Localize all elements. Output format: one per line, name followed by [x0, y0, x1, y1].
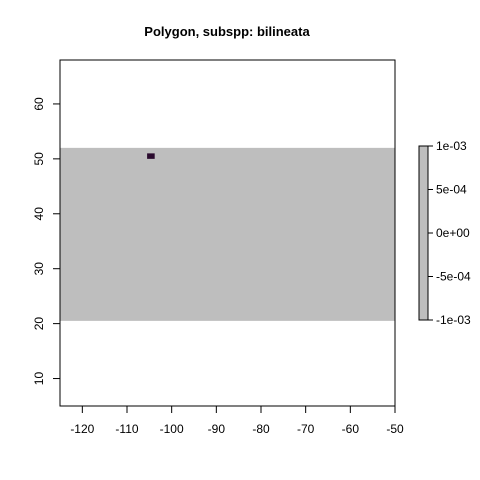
raster-cell-0 [147, 153, 155, 159]
x-tick-label: -90 [208, 422, 226, 436]
colorbar-label: -5e-04 [436, 270, 471, 284]
x-axis: -120 -110 -100 -90 -80 -70 -60 -50 [70, 405, 404, 436]
x-tick-label: -110 [115, 422, 138, 436]
y-tick-label: 20 [32, 317, 46, 331]
colorbar-label: 0e+00 [436, 226, 470, 240]
x-tick-label: -100 [160, 422, 184, 436]
colorbar-label: 5e-04 [436, 183, 467, 197]
raster-layer [60, 147, 395, 321]
x-tick-label: -60 [342, 422, 360, 436]
y-tick-label: 30 [32, 262, 46, 276]
raster-band [60, 147, 395, 321]
x-tick-label: -50 [386, 422, 404, 436]
colorbar-label: -1e-03 [436, 313, 471, 327]
y-tick-label: 10 [32, 372, 46, 386]
y-tick-label: 60 [32, 97, 46, 111]
x-tick-label: -120 [70, 422, 94, 436]
colorbar-label: 1e-03 [436, 139, 467, 153]
y-tick-label: 40 [32, 207, 46, 221]
x-tick-label: -80 [252, 422, 270, 436]
colorbar [418, 145, 429, 321]
chart-title: Polygon, subspp: bilineata [144, 24, 310, 39]
x-tick-label: -70 [297, 422, 315, 436]
colorbar-legend: 1e-03 5e-04 0e+00 -5e-04 -1e-03 [418, 139, 471, 327]
cells-layer [147, 153, 155, 159]
y-axis: 10 20 30 40 50 60 [32, 97, 61, 386]
y-tick-label: 50 [32, 152, 46, 166]
